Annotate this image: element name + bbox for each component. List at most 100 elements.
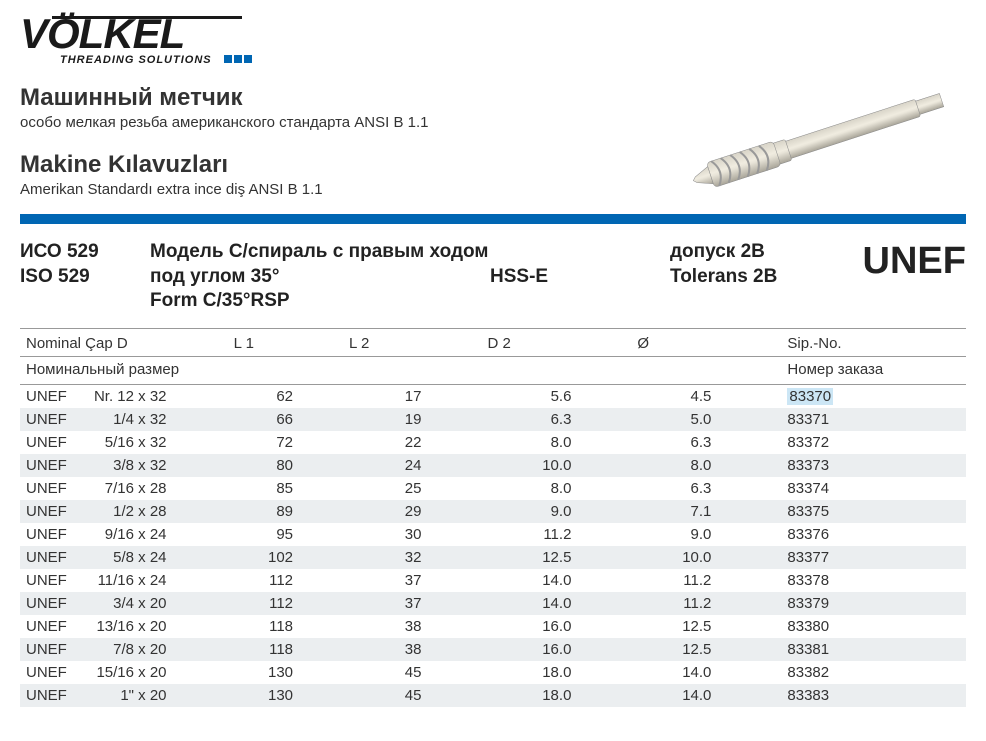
- cell-dia: 11.2: [631, 569, 781, 592]
- cell-nominal: UNEF1/2 x 28: [20, 500, 228, 523]
- cell-l2: 37: [343, 569, 481, 592]
- cell-nominal: UNEF5/8 x 24: [20, 546, 228, 569]
- table-row: UNEF11/16 x 241123714.011.283378: [20, 569, 966, 592]
- material: HSS-E: [490, 265, 670, 290]
- cell-sip: 83370: [781, 385, 966, 409]
- cell-d2: 16.0: [481, 615, 631, 638]
- cell-dia: 14.0: [631, 661, 781, 684]
- cell-nominal: UNEF15/16 x 20: [20, 661, 228, 684]
- cell-dia: 9.0: [631, 523, 781, 546]
- logo-area: VÖLKEL THREADING SOLUTIONS: [20, 10, 966, 66]
- cell-l1: 130: [228, 684, 343, 707]
- th-sip-1: Sip.-No.: [781, 329, 966, 357]
- divider-bar: [20, 214, 966, 224]
- model-en: Form C/35°RSP: [150, 289, 490, 314]
- cell-l2: 22: [343, 431, 481, 454]
- cell-sip: 83372: [781, 431, 966, 454]
- tolerance-ru: допуск 2B: [670, 240, 810, 265]
- cell-l2: 32: [343, 546, 481, 569]
- table-row: UNEF5/8 x 241023212.510.083377: [20, 546, 966, 569]
- thread-type: UNEF: [810, 240, 966, 283]
- cell-d2: 8.0: [481, 477, 631, 500]
- cell-nominal: UNEF9/16 x 24: [20, 523, 228, 546]
- title-ru: Машинный метчик: [20, 84, 666, 112]
- titles: Машинный метчик особо мелкая резьба амер…: [20, 84, 666, 214]
- cell-l2: 30: [343, 523, 481, 546]
- cell-l2: 25: [343, 477, 481, 500]
- table-row: UNEF9/16 x 24953011.29.083376: [20, 523, 966, 546]
- cell-sip: 83381: [781, 638, 966, 661]
- logo-squares-icon: [222, 54, 252, 66]
- cell-dia: 8.0: [631, 454, 781, 477]
- cell-l1: 95: [228, 523, 343, 546]
- table-row: UNEF3/4 x 201123714.011.283379: [20, 592, 966, 615]
- cell-sip: 83377: [781, 546, 966, 569]
- cell-l2: 38: [343, 615, 481, 638]
- cell-l2: 17: [343, 385, 481, 409]
- cell-sip: 83380: [781, 615, 966, 638]
- cell-d2: 6.3: [481, 408, 631, 431]
- model-ru: Модель C/спираль с правым ходом под угло…: [150, 240, 490, 289]
- cell-l1: 80: [228, 454, 343, 477]
- cell-l2: 38: [343, 638, 481, 661]
- cell-l1: 112: [228, 569, 343, 592]
- cell-nominal: UNEF1/4 x 32: [20, 408, 228, 431]
- cell-sip: 83373: [781, 454, 966, 477]
- subtitle-ru: особо мелкая резьба американского станда…: [20, 114, 666, 131]
- cell-nominal: UNEF3/4 x 20: [20, 592, 228, 615]
- table-row: UNEF5/16 x 3272228.06.383372: [20, 431, 966, 454]
- table-body: UNEFNr. 12 x 3262175.64.583370UNEF1/4 x …: [20, 385, 966, 708]
- cell-dia: 14.0: [631, 684, 781, 707]
- product-image: [666, 84, 966, 204]
- cell-nominal: UNEF7/16 x 28: [20, 477, 228, 500]
- table-row: UNEF7/16 x 2885258.06.383374: [20, 477, 966, 500]
- cell-sip: 83375: [781, 500, 966, 523]
- th-l2: L 2: [343, 329, 481, 357]
- cell-dia: 12.5: [631, 615, 781, 638]
- cell-l2: 45: [343, 661, 481, 684]
- cell-sip: 83376: [781, 523, 966, 546]
- th-nominal-1: Nominal Çap D: [20, 329, 228, 357]
- cell-nominal: UNEF5/16 x 32: [20, 431, 228, 454]
- cell-l1: 85: [228, 477, 343, 500]
- logo-tagline: THREADING SOLUTIONS: [60, 54, 966, 66]
- table-row: UNEF3/8 x 32802410.08.083373: [20, 454, 966, 477]
- cell-l2: 45: [343, 684, 481, 707]
- cell-d2: 18.0: [481, 661, 631, 684]
- th-diameter: Ø: [631, 329, 781, 357]
- cell-sip: 83378: [781, 569, 966, 592]
- cell-l2: 24: [343, 454, 481, 477]
- table-row: UNEF1/4 x 3266196.35.083371: [20, 408, 966, 431]
- cell-d2: 16.0: [481, 638, 631, 661]
- cell-dia: 6.3: [631, 477, 781, 500]
- spec-table: Nominal Çap D L 1 L 2 D 2 Ø Sip.-No. Ном…: [20, 328, 966, 707]
- cell-l1: 89: [228, 500, 343, 523]
- cell-nominal: UNEF7/8 x 20: [20, 638, 228, 661]
- cell-d2: 11.2: [481, 523, 631, 546]
- cell-d2: 14.0: [481, 569, 631, 592]
- logo-brand: VÖLKEL: [20, 10, 184, 58]
- cell-d2: 18.0: [481, 684, 631, 707]
- cell-l1: 112: [228, 592, 343, 615]
- th-d2: D 2: [481, 329, 631, 357]
- cell-nominal: UNEF11/16 x 24: [20, 569, 228, 592]
- cell-l1: 66: [228, 408, 343, 431]
- th-l1: L 1: [228, 329, 343, 357]
- table-row: UNEF7/8 x 201183816.012.583381: [20, 638, 966, 661]
- cell-d2: 10.0: [481, 454, 631, 477]
- cell-nominal: UNEF13/16 x 20: [20, 615, 228, 638]
- table-row: UNEF1/2 x 2889299.07.183375: [20, 500, 966, 523]
- cell-dia: 4.5: [631, 385, 781, 409]
- cell-l1: 72: [228, 431, 343, 454]
- cell-sip: 83382: [781, 661, 966, 684]
- table-row: UNEF15/16 x 201304518.014.083382: [20, 661, 966, 684]
- iso-ru: ИСО 529: [20, 240, 150, 265]
- cell-dia: 12.5: [631, 638, 781, 661]
- tolerance-en: Tolerans 2B: [670, 265, 810, 290]
- cell-dia: 6.3: [631, 431, 781, 454]
- cell-sip: 83379: [781, 592, 966, 615]
- th-nominal-2: Номинальный размер: [20, 357, 228, 385]
- cell-l2: 29: [343, 500, 481, 523]
- table-row: UNEF13/16 x 201183816.012.583380: [20, 615, 966, 638]
- cell-l2: 19: [343, 408, 481, 431]
